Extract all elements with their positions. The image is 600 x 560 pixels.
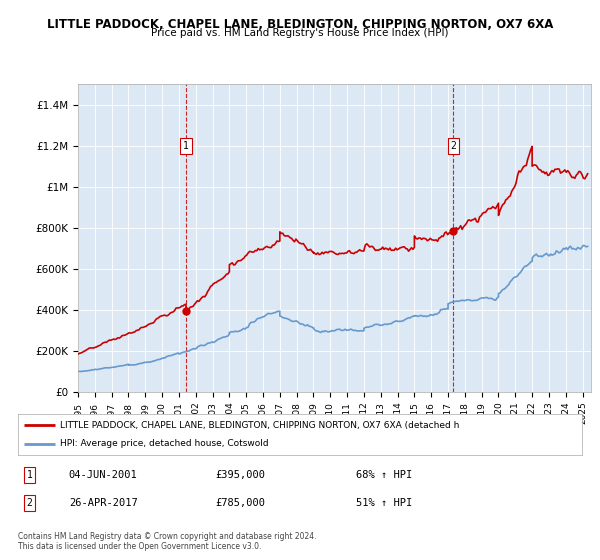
Text: £395,000: £395,000 (215, 470, 265, 480)
Text: LITTLE PADDOCK, CHAPEL LANE, BLEDINGTON, CHIPPING NORTON, OX7 6XA: LITTLE PADDOCK, CHAPEL LANE, BLEDINGTON,… (47, 18, 553, 31)
Text: 04-JUN-2001: 04-JUN-2001 (69, 470, 137, 480)
Text: Contains HM Land Registry data © Crown copyright and database right 2024.
This d: Contains HM Land Registry data © Crown c… (18, 532, 317, 552)
Text: 1: 1 (183, 141, 189, 151)
Text: 2: 2 (451, 141, 457, 151)
Text: 68% ↑ HPI: 68% ↑ HPI (356, 470, 413, 480)
Text: £785,000: £785,000 (215, 498, 265, 508)
Text: HPI: Average price, detached house, Cotswold: HPI: Average price, detached house, Cots… (60, 440, 269, 449)
Text: 51% ↑ HPI: 51% ↑ HPI (356, 498, 413, 508)
Text: LITTLE PADDOCK, CHAPEL LANE, BLEDINGTON, CHIPPING NORTON, OX7 6XA (detached h: LITTLE PADDOCK, CHAPEL LANE, BLEDINGTON,… (60, 421, 460, 430)
Text: 1: 1 (26, 470, 32, 480)
Text: 2: 2 (26, 498, 32, 508)
Text: Price paid vs. HM Land Registry's House Price Index (HPI): Price paid vs. HM Land Registry's House … (151, 28, 449, 38)
Text: 26-APR-2017: 26-APR-2017 (69, 498, 137, 508)
